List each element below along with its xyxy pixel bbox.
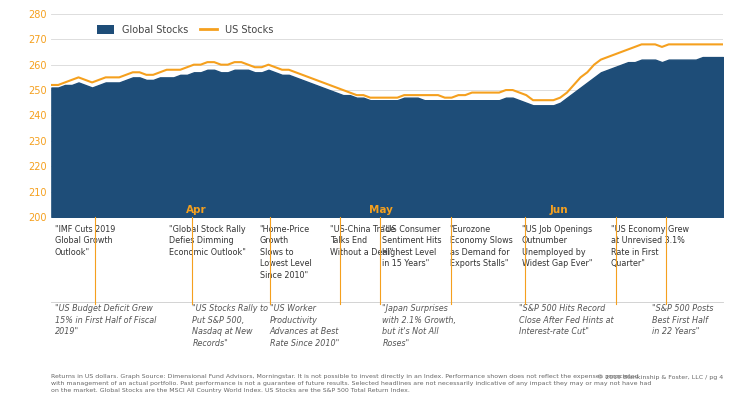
Text: Jun: Jun — [549, 205, 568, 215]
Text: © 2019 Blankinship & Foster, LLC / pg 4: © 2019 Blankinship & Foster, LLC / pg 4 — [597, 374, 723, 380]
Legend: Global Stocks, US Stocks: Global Stocks, US Stocks — [97, 25, 273, 35]
Text: "US Budget Deficit Grew
15% in First Half of Fiscal
2019": "US Budget Deficit Grew 15% in First Hal… — [55, 304, 156, 336]
Text: "US Consumer
Sentiment Hits
Highest Level
in 15 Years": "US Consumer Sentiment Hits Highest Leve… — [382, 225, 442, 268]
Text: "S&P 500 Hits Record
Close After Fed Hints at
Interest-rate Cut": "S&P 500 Hits Record Close After Fed Hin… — [520, 304, 614, 336]
Text: "Home-Price
Growth
Slows to
Lowest Level
Since 2010": "Home-Price Growth Slows to Lowest Level… — [260, 225, 311, 280]
Text: Returns in US dollars. Graph Source: Dimensional Fund Advisors, Morningstar. It : Returns in US dollars. Graph Source: Dim… — [51, 374, 652, 393]
Text: "S&P 500 Posts
Best First Half
in 22 Years": "S&P 500 Posts Best First Half in 22 Yea… — [653, 304, 714, 336]
Text: "US Job Openings
Outnumber
Unemployed by
Widest Gap Ever": "US Job Openings Outnumber Unemployed by… — [521, 225, 592, 268]
Text: "Japan Surprises
with 2.1% Growth,
but it's Not All
Roses": "Japan Surprises with 2.1% Growth, but i… — [382, 304, 457, 348]
Text: "US Stocks Rally to
Put S&P 500,
Nasdaq at New
Records": "US Stocks Rally to Put S&P 500, Nasdaq … — [192, 304, 269, 348]
Text: "IMF Cuts 2019
Global Growth
Outlook": "IMF Cuts 2019 Global Growth Outlook" — [55, 225, 115, 257]
Text: Apr: Apr — [186, 205, 206, 215]
Text: "US Worker
Productivity
Advances at Best
Rate Since 2010": "US Worker Productivity Advances at Best… — [269, 304, 339, 348]
Text: "Global Stock Rally
Defies Dimming
Economic Outlook": "Global Stock Rally Defies Dimming Econo… — [169, 225, 246, 257]
Text: "US-China Trade
Talks End
Without a Deal": "US-China Trade Talks End Without a Deal… — [330, 225, 395, 257]
Text: "US Economy Grew
at Unrevised 3.1%
Rate in First
Quarter": "US Economy Grew at Unrevised 3.1% Rate … — [611, 225, 688, 268]
Text: "Eurozone
Economy Slows
as Demand for
Exports Stalls": "Eurozone Economy Slows as Demand for Ex… — [450, 225, 512, 268]
Text: May: May — [368, 205, 393, 215]
